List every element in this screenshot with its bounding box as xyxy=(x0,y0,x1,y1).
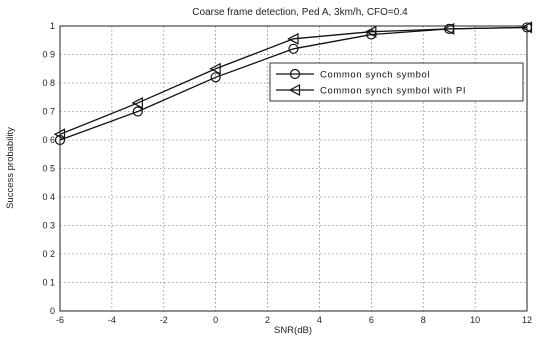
legend: Common synch symbol Common synch symbol … xyxy=(269,62,524,102)
data-point-circle xyxy=(210,72,221,83)
data-point-circle xyxy=(288,43,299,54)
y-tick-label: 0 6 xyxy=(42,135,55,145)
y-axis-label: Success probability xyxy=(5,127,16,209)
legend-label-common-synch-pi: Common synch symbol with PI xyxy=(320,86,466,97)
legend-label-common-synch: Common synch symbol xyxy=(320,70,430,81)
y-tick-label: 0 2 xyxy=(42,249,55,259)
y-tick-label: 0 4 xyxy=(42,192,55,202)
x-tick-label: -6 xyxy=(56,315,64,325)
legend-marker-triangle xyxy=(288,84,301,96)
x-tick-labels: -6 -4 -2 0 2 4 6 8 10 12 xyxy=(56,315,532,325)
data-point-triangle xyxy=(131,96,143,109)
x-tick-label: -4 xyxy=(108,315,116,325)
x-axis-label: SNR(dB) xyxy=(274,325,312,336)
x-tick-label: -2 xyxy=(160,315,168,325)
legend-marker-circle xyxy=(289,68,301,80)
chart-title: Coarse frame detection, Ped A, 3km/h, CF… xyxy=(192,7,408,18)
x-tick-label: 8 xyxy=(421,315,426,325)
y-tick-label: 0 8 xyxy=(42,78,55,88)
y-tick-label: 0 3 xyxy=(42,221,55,231)
x-tick-label: 10 xyxy=(470,315,480,325)
series-layer xyxy=(53,21,533,146)
data-point-circle xyxy=(132,106,143,117)
x-tick-label: 12 xyxy=(522,315,532,325)
data-point-triangle xyxy=(209,62,221,75)
x-tick-label: 0 xyxy=(213,315,218,325)
plot-frame xyxy=(59,25,528,312)
y-tick-label: 0 1 xyxy=(42,278,55,288)
y-tick-labels: 0 0 1 0 2 0 3 0 4 0 5 0 6 0 7 0 8 0 9 1 xyxy=(42,21,55,316)
x-tick-label: 2 xyxy=(265,315,270,325)
data-point-triangle xyxy=(365,25,377,38)
x-tick-label: 4 xyxy=(317,315,322,325)
y-tick-label: 0 9 xyxy=(42,50,55,60)
legend-box xyxy=(269,62,524,102)
y-tick-label: 0 xyxy=(50,306,55,316)
data-point-triangle xyxy=(287,32,299,45)
y-tick-label: 1 xyxy=(50,21,55,31)
x-tick-label: 6 xyxy=(369,315,374,325)
y-tick-label: 0 5 xyxy=(42,164,55,174)
y-tick-label: 0 7 xyxy=(42,107,55,117)
grid-layer xyxy=(60,26,527,311)
series-line xyxy=(59,26,528,135)
